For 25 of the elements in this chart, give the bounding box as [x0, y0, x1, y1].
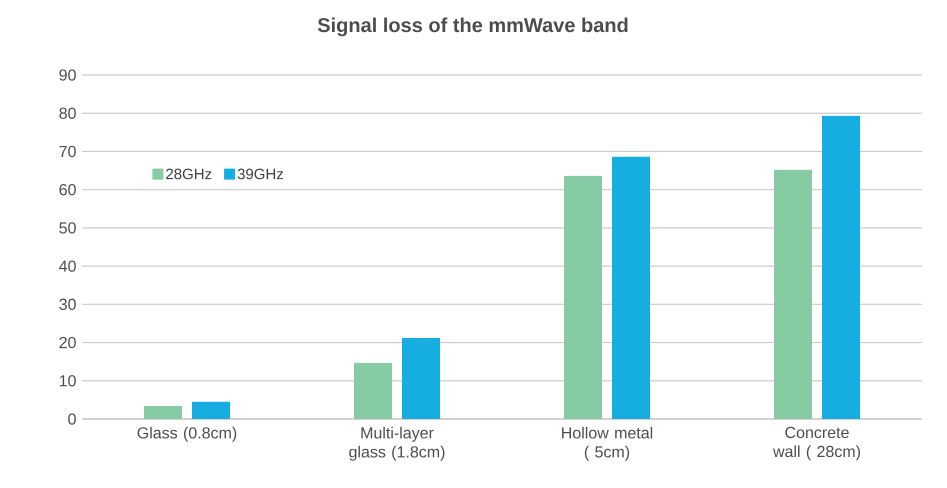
bar [822, 116, 860, 419]
bar [402, 338, 440, 419]
y-tick-label: 0 [68, 413, 76, 425]
bar [612, 156, 650, 419]
y-tick-label: 80 [59, 108, 76, 119]
bar [192, 402, 230, 419]
y-tick-label: 60 [59, 184, 76, 196]
x-tick-label: Hollow metal ( 5cm) [562, 426, 652, 461]
bar [354, 362, 392, 419]
y-tick-label: 90 [59, 69, 76, 81]
legend-label: 28GHz [166, 168, 212, 180]
y-tick-label: 10 [60, 375, 76, 386]
legend-label: 39GHz [238, 168, 284, 180]
y-tick-label: 20 [59, 336, 76, 348]
y-tick-label: 30 [59, 298, 76, 310]
bar [564, 176, 602, 419]
y-tick-label: 40 [59, 260, 76, 272]
x-tick-label: Multi-layer glass (1.8cm) [349, 426, 444, 461]
x-tick-label: Concrete wall ( 28cm) [772, 426, 860, 460]
y-tick-label: 70 [59, 146, 76, 158]
y-tick-label: 50 [59, 222, 76, 234]
bar [144, 406, 182, 419]
chart-title: Signal loss of the mmWave band [318, 18, 628, 36]
x-tick-label: Glass (0.8cm) [138, 426, 236, 442]
bar [774, 170, 812, 419]
